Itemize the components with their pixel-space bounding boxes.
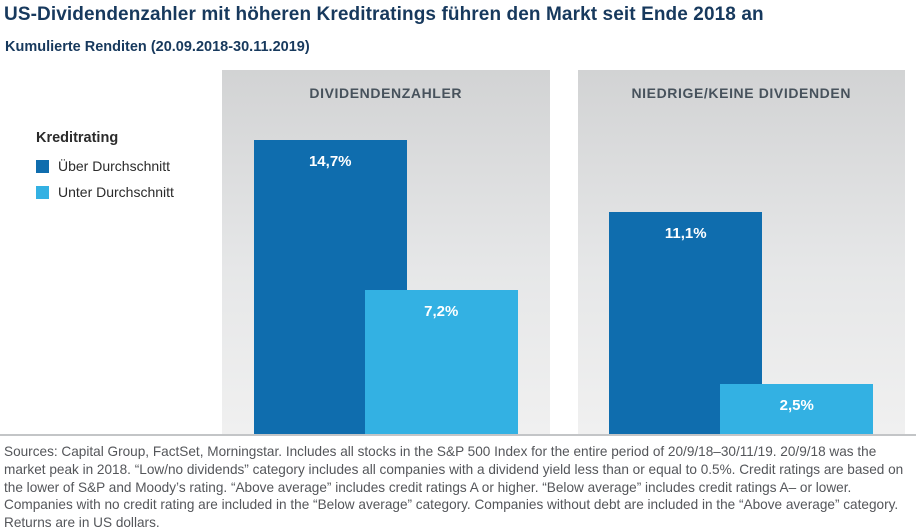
bar-chart: DIVIDENDENZAHLER 14,7% 7,2% NIEDRIGE/KEINE … (222, 70, 905, 434)
bar-value-label: 7,2% (424, 303, 459, 320)
legend-title: Kreditrating (36, 130, 119, 146)
panel-header: DIVIDENDENZAHLER (309, 85, 463, 101)
legend-swatch-icon (36, 185, 49, 199)
panel-niedrige-keine-dividenden: NIEDRIGE/KEINE DIVIDENDEN 11,1% 2,5% (577, 70, 906, 434)
bars-group: 14,7% 7,2% (222, 140, 550, 434)
panel-header: NIEDRIGE/KEINE DIVIDENDEN (631, 85, 852, 101)
page-title: US-Dividendenzahler mit höheren Kreditra… (4, 4, 764, 25)
legend-item-ber-durchschnitt: Über Durchschnitt (36, 158, 174, 174)
chart-subtitle: Kumulierte Renditen (20.09.2018-30.11.20… (5, 39, 310, 55)
x-axis-line (0, 434, 916, 436)
legend-item-unter-durchschnitt: Unter Durchschnitt (36, 184, 174, 200)
bar-unter-durchschnitt: 2,5% (720, 384, 874, 434)
legend-swatch-icon (36, 159, 49, 173)
bar-value-label: 14,7% (308, 153, 352, 170)
legend-items: Über Durchschnitt Unter Durchschnitt (36, 158, 174, 200)
bar-unter-durchschnitt: 7,2% (364, 290, 518, 434)
panel-dividendenzahler: DIVIDENDENZAHLER 14,7% 7,2% (222, 70, 550, 434)
legend: Kreditrating Über Durchschnitt Unter Durc… (36, 130, 174, 210)
legend-label: Unter Durchschnitt (58, 184, 174, 200)
source-note: Sources: Capital Group, FactSet, Morning… (4, 444, 904, 531)
legend-label: Über Durchschnitt (58, 158, 171, 174)
bar-value-label: 2,5% (779, 397, 814, 414)
bar-value-label: 11,1% (664, 225, 707, 242)
bars-group: 11,1% 2,5% (578, 212, 906, 434)
